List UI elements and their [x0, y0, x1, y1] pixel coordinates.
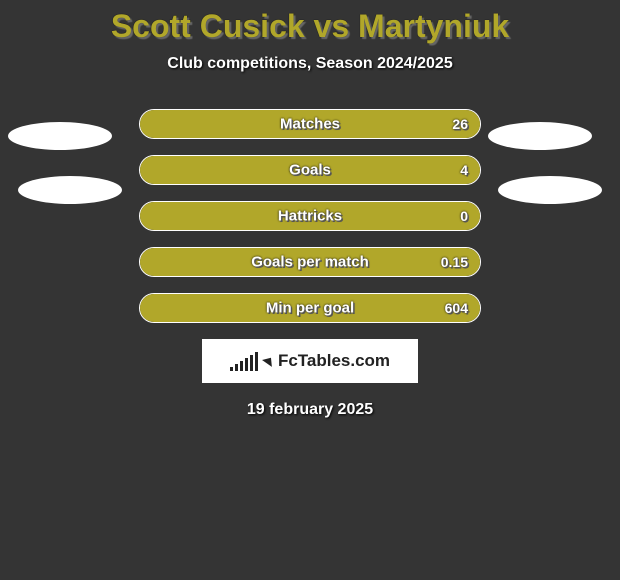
- stat-label: Goals per match: [251, 254, 369, 271]
- logo-bars-icon: [230, 352, 260, 371]
- logo-box: FcTables.com: [202, 339, 418, 383]
- date-text: 19 february 2025: [0, 401, 620, 419]
- logo-bar-icon: [230, 367, 233, 371]
- subtitle: Club competitions, Season 2024/2025: [0, 55, 620, 73]
- stat-value: 0: [460, 208, 468, 224]
- comparison-card: Scott Cusick vs Martyniuk Club competiti…: [0, 0, 620, 580]
- logo-bar-icon: [250, 355, 253, 371]
- stat-row: Goals per match 0.15: [139, 247, 481, 277]
- ellipse-icon: [488, 122, 592, 150]
- stat-value: 4: [460, 162, 468, 178]
- stat-row: Min per goal 604: [139, 293, 481, 323]
- logo-bar-icon: [255, 352, 258, 371]
- stat-value: 604: [445, 300, 468, 316]
- ellipse-icon: [498, 176, 602, 204]
- stat-value: 26: [452, 116, 468, 132]
- page-title: Scott Cusick vs Martyniuk: [0, 0, 620, 45]
- logo-bar-icon: [245, 358, 248, 371]
- logo-bar-icon: [240, 361, 243, 371]
- ellipse-icon: [8, 122, 112, 150]
- logo-arrow-icon: [262, 354, 276, 367]
- stat-label: Hattricks: [278, 208, 342, 225]
- logo-text: FcTables.com: [278, 351, 390, 371]
- stat-label: Matches: [280, 116, 340, 133]
- stat-label: Goals: [289, 162, 331, 179]
- stat-value: 0.15: [441, 254, 468, 270]
- stat-bars: Matches 26 Goals 4 Hattricks 0 Goals per match…: [139, 109, 481, 323]
- stat-row: Goals 4: [139, 155, 481, 185]
- stat-label: Min per goal: [266, 300, 354, 317]
- stat-row: Matches 26: [139, 109, 481, 139]
- stat-row: Hattricks 0: [139, 201, 481, 231]
- ellipse-icon: [18, 176, 122, 204]
- logo-bar-icon: [235, 364, 238, 371]
